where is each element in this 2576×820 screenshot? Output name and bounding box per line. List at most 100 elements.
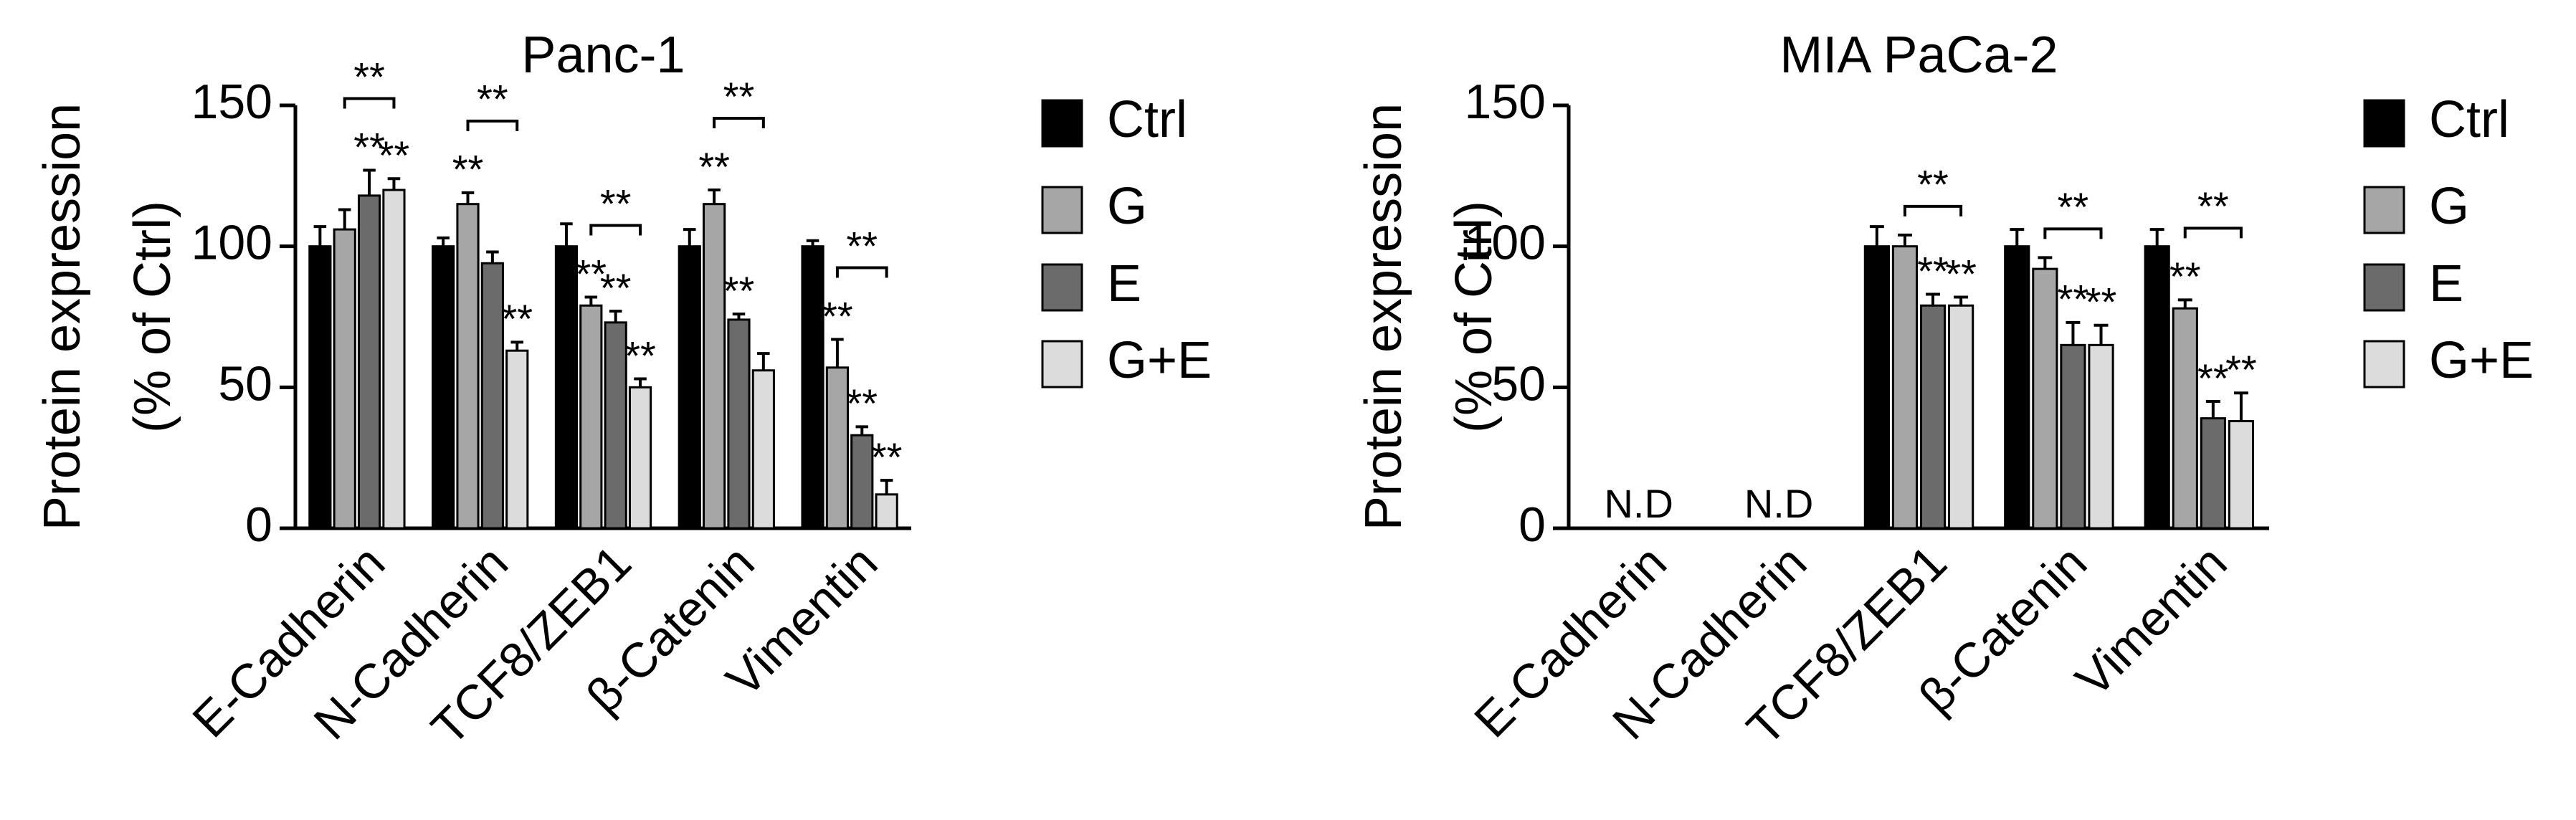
bar xyxy=(382,189,406,530)
significance-label: ** xyxy=(1945,251,1977,296)
significance-bracket xyxy=(2043,227,2103,239)
bar xyxy=(1863,245,1890,530)
chart-panel: MIA PaCa-2 Protein expression (% of Ctrl) 0… xyxy=(1355,27,2534,755)
significance-bracket xyxy=(1903,204,1963,216)
legend-label: G+E xyxy=(1107,332,1212,389)
bar xyxy=(357,194,381,530)
chart-title: Panc-1 xyxy=(521,27,685,84)
bar xyxy=(875,493,898,530)
significance-label: ** xyxy=(379,133,410,178)
significance-label: ** xyxy=(1917,162,1949,207)
significance-label: ** xyxy=(624,333,656,378)
bar xyxy=(505,349,529,530)
x-tick-label: Vimentin xyxy=(2066,535,2238,707)
bar xyxy=(2228,420,2255,530)
significance-bracket xyxy=(343,97,396,109)
significance-bracket xyxy=(466,119,519,131)
legend-label: G xyxy=(1107,178,1147,235)
significance-label: ** xyxy=(723,268,755,313)
legend-swatch xyxy=(1041,340,1083,388)
significance-label: ** xyxy=(353,124,385,169)
significance-label: ** xyxy=(2197,183,2229,229)
bar xyxy=(703,203,726,530)
significance-bracket xyxy=(589,224,642,236)
not-detected-label: N.D xyxy=(1744,481,1813,526)
not-detected-label: N.D xyxy=(1604,481,1673,526)
significance-label: ** xyxy=(2086,280,2117,325)
bar xyxy=(2200,417,2226,530)
legend-label: Ctrl xyxy=(1107,91,1187,148)
bar xyxy=(456,203,480,530)
y-tick-label: 100 xyxy=(1465,216,1546,270)
significance-label: ** xyxy=(477,77,508,122)
y-axis-label: (% of Ctrl) xyxy=(124,201,181,433)
legend-swatch xyxy=(2363,263,2405,312)
bar xyxy=(2004,245,2030,530)
significance-label: ** xyxy=(452,147,484,192)
bar xyxy=(2032,267,2058,530)
significance-label: ** xyxy=(501,296,533,341)
y-tick-label: 150 xyxy=(1465,75,1546,129)
bar xyxy=(480,262,504,530)
significance-label: ** xyxy=(2058,277,2089,322)
significance-label: ** xyxy=(2169,254,2201,299)
bar xyxy=(333,228,356,530)
significance-bracket xyxy=(713,117,765,128)
legend-label: Ctrl xyxy=(2429,91,2509,148)
legend-label: E xyxy=(1107,255,1141,313)
y-axis-label: (% of Ctrl) xyxy=(1445,201,1503,433)
chart-title: MIA PaCa-2 xyxy=(1779,27,2058,84)
bar xyxy=(1948,304,1974,530)
bar xyxy=(2060,343,2086,530)
significance-label: ** xyxy=(871,434,903,480)
legend-swatch xyxy=(2363,340,2405,388)
significance-label: ** xyxy=(576,251,607,296)
bar xyxy=(751,369,775,530)
bar xyxy=(850,434,874,530)
bar xyxy=(1919,304,1947,530)
bar xyxy=(801,245,824,530)
significance-label: ** xyxy=(723,74,755,119)
y-tick-label: 0 xyxy=(1518,497,1546,552)
y-axis-label: Protein expression xyxy=(34,103,91,530)
chart-panel: Panc-1 Protein expression (% of Ctrl) 0 50 10… xyxy=(34,27,1212,755)
bar xyxy=(678,245,701,530)
bar xyxy=(554,245,579,530)
significance-label: ** xyxy=(600,265,632,310)
significance-bracket xyxy=(835,266,888,278)
bar xyxy=(432,245,455,530)
significance-label: ** xyxy=(2058,184,2089,229)
legend-swatch xyxy=(2363,99,2405,148)
significance-label: ** xyxy=(353,54,385,99)
bar xyxy=(2172,307,2198,530)
significance-label: ** xyxy=(846,381,878,426)
legend-swatch xyxy=(2363,186,2405,234)
significance-label: ** xyxy=(600,181,632,226)
bar xyxy=(727,318,751,530)
significance-label: ** xyxy=(1917,248,1949,293)
y-tick-label: 50 xyxy=(1491,356,1546,411)
bar xyxy=(308,245,332,530)
legend-swatch xyxy=(1041,99,1083,148)
bar xyxy=(579,304,603,530)
legend-label: G+E xyxy=(2429,332,2534,389)
y-axis-label: Protein expression xyxy=(1355,103,1412,530)
bar xyxy=(825,366,850,530)
legend-label: G xyxy=(2429,178,2469,235)
bar xyxy=(628,386,652,530)
significance-label: ** xyxy=(698,144,730,189)
significance-label: ** xyxy=(2225,347,2257,392)
legend-label: E xyxy=(2429,255,2463,313)
significance-bracket xyxy=(2183,227,2243,239)
y-tick-label: 50 xyxy=(218,356,272,411)
bar xyxy=(2144,245,2170,530)
significance-label: ** xyxy=(846,223,878,268)
bar xyxy=(2088,343,2114,530)
y-tick-label: 100 xyxy=(191,216,272,270)
legend-swatch xyxy=(1041,186,1083,234)
bar xyxy=(604,321,627,530)
legend-swatch xyxy=(1041,263,1083,312)
y-tick-label: 0 xyxy=(245,497,272,552)
significance-label: ** xyxy=(2197,356,2229,401)
